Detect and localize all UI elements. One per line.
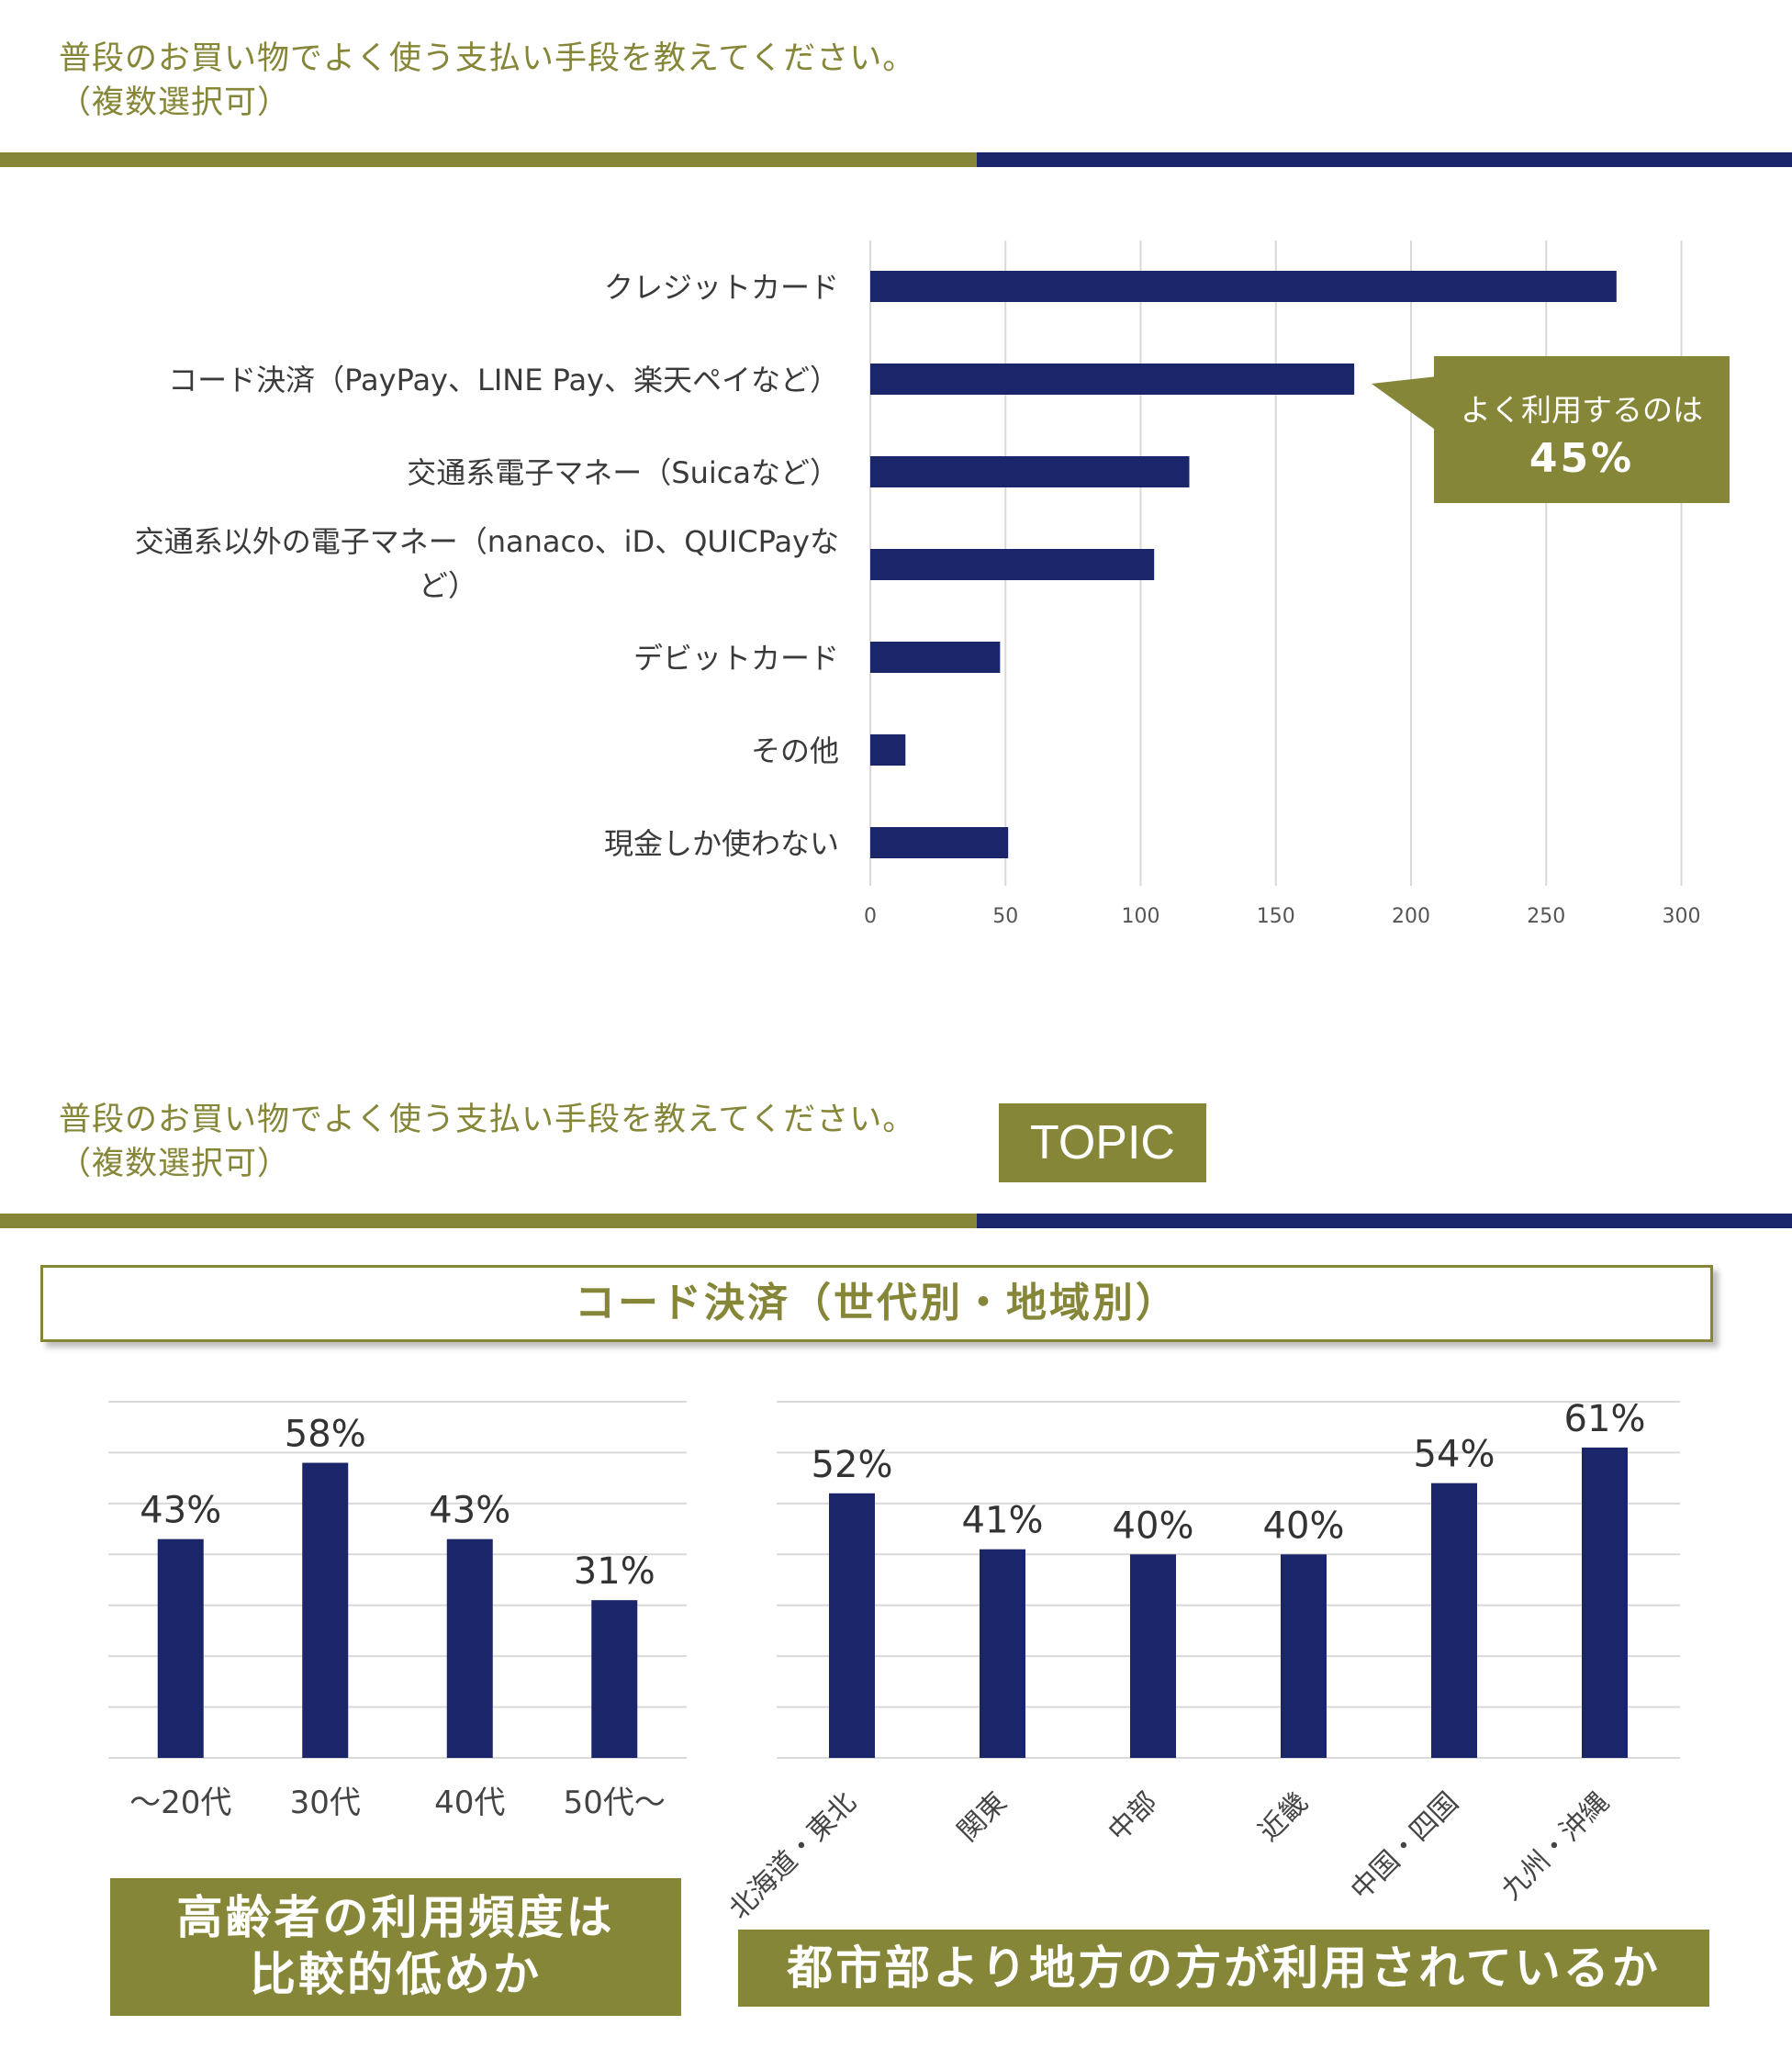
- header-divider-2: [0, 1214, 1792, 1228]
- category-label: クレジットカード: [604, 270, 839, 305]
- x-tick-label: 150: [1257, 905, 1295, 928]
- bar: [870, 734, 906, 766]
- bar: [829, 1493, 875, 1758]
- bar: [1431, 1483, 1477, 1758]
- callout-pointer: [1372, 376, 1438, 431]
- bar: [870, 456, 1190, 487]
- x-tick-label: 100: [1122, 905, 1160, 928]
- region-chart: 52% 北海道・東北 41% 関東 40% 中部 40% 近畿 54% 中国・四国 61% 九州・沖縄: [725, 1398, 1680, 1926]
- bar: [1130, 1554, 1176, 1758]
- section-title: コード決済（世代別・地域別）: [40, 1265, 1713, 1342]
- bar: [1281, 1554, 1327, 1758]
- age-chart: 43% 〜20代 58% 30代 43% 40代 31% 50代〜: [108, 1401, 687, 1821]
- x-tick-label: 300: [1663, 905, 1701, 928]
- category-label: 近畿: [1252, 1786, 1314, 1848]
- bar: [870, 642, 1001, 673]
- data-label: 52%: [812, 1444, 893, 1486]
- region-note: 都市部より地方の方が利用されているか: [738, 1930, 1709, 2007]
- bar: [302, 1462, 349, 1758]
- question-line-2: （複数選択可）: [59, 84, 291, 121]
- question-line-1: 普段のお買い物でよく使う支払い手段を教えてください。: [59, 1102, 916, 1138]
- category-label: 交通系電子マネー（Suicaなど）: [407, 455, 839, 490]
- bar: [157, 1539, 204, 1758]
- data-label: 43%: [140, 1490, 221, 1532]
- category-label: 〜20代: [129, 1785, 231, 1821]
- question-text-2: 普段のお買い物でよく使う支払い手段を教えてください。 （複数選択可）: [59, 1098, 915, 1186]
- age-note-line-2: 比較的低めか: [250, 1948, 542, 2001]
- category-label: その他: [751, 733, 839, 768]
- category-label: 関東: [951, 1786, 1013, 1848]
- age-note: 高齢者の利用頻度は 比較的低めか: [110, 1878, 681, 2016]
- x-tick-label: 50: [992, 905, 1018, 928]
- category-label: 中部: [1102, 1786, 1163, 1848]
- bar: [591, 1600, 638, 1758]
- bar: [1582, 1447, 1628, 1758]
- category-label: 40代: [434, 1785, 505, 1821]
- bar: [870, 271, 1617, 302]
- header-divider: [0, 152, 1792, 167]
- callout-box: よく利用するのは 45%: [1434, 356, 1730, 503]
- question-line-2: （複数選択可）: [59, 1146, 291, 1182]
- category-label: 九州・沖縄: [1495, 1786, 1616, 1907]
- category-label: 現金しか使わない: [604, 826, 839, 861]
- data-label: 61%: [1564, 1398, 1646, 1440]
- category-label: デビットカード: [633, 641, 839, 676]
- bar: [870, 364, 1355, 395]
- question-line-1: 普段のお買い物でよく使う支払い手段を教えてください。: [59, 40, 916, 77]
- age-note-line-1: 高齢者の利用頻度は: [176, 1891, 615, 1944]
- data-label: 41%: [962, 1500, 1044, 1542]
- x-tick-label: 250: [1527, 905, 1565, 928]
- data-label: 58%: [285, 1414, 366, 1456]
- x-tick-label: 200: [1392, 905, 1430, 928]
- data-label: 43%: [429, 1490, 510, 1532]
- category-label: 中国・四国: [1345, 1786, 1465, 1907]
- data-label: 31%: [574, 1550, 655, 1593]
- data-label: 54%: [1414, 1434, 1495, 1476]
- bar: [446, 1539, 493, 1758]
- x-tick-label: 0: [864, 905, 877, 928]
- category-label: 北海道・東北: [725, 1786, 863, 1926]
- category-label: 交通系以外の電子マネー（nanaco、iD、QUICPayなど）: [135, 524, 839, 603]
- bar: [870, 827, 1009, 858]
- bar: [870, 549, 1155, 580]
- topic-badge: TOPIC: [999, 1103, 1206, 1182]
- data-label: 40%: [1263, 1505, 1345, 1547]
- payment-methods-chart: 0 50 100 150 200 250 300 クレジットカードコード決済（PayPay、L…: [135, 241, 1701, 928]
- callout-value: 45%: [1529, 435, 1635, 482]
- bar: [980, 1549, 1025, 1758]
- category-label: 30代: [290, 1785, 361, 1821]
- category-label: 50代〜: [564, 1785, 666, 1821]
- question-text: 普段のお買い物でよく使う支払い手段を教えてください。 （複数選択可）: [59, 37, 915, 125]
- category-label: コード決済（PayPay、LINE Pay、楽天ペイなど）: [168, 363, 839, 397]
- data-label: 40%: [1113, 1505, 1194, 1547]
- callout-line-1: よく利用するのは: [1461, 392, 1703, 428]
